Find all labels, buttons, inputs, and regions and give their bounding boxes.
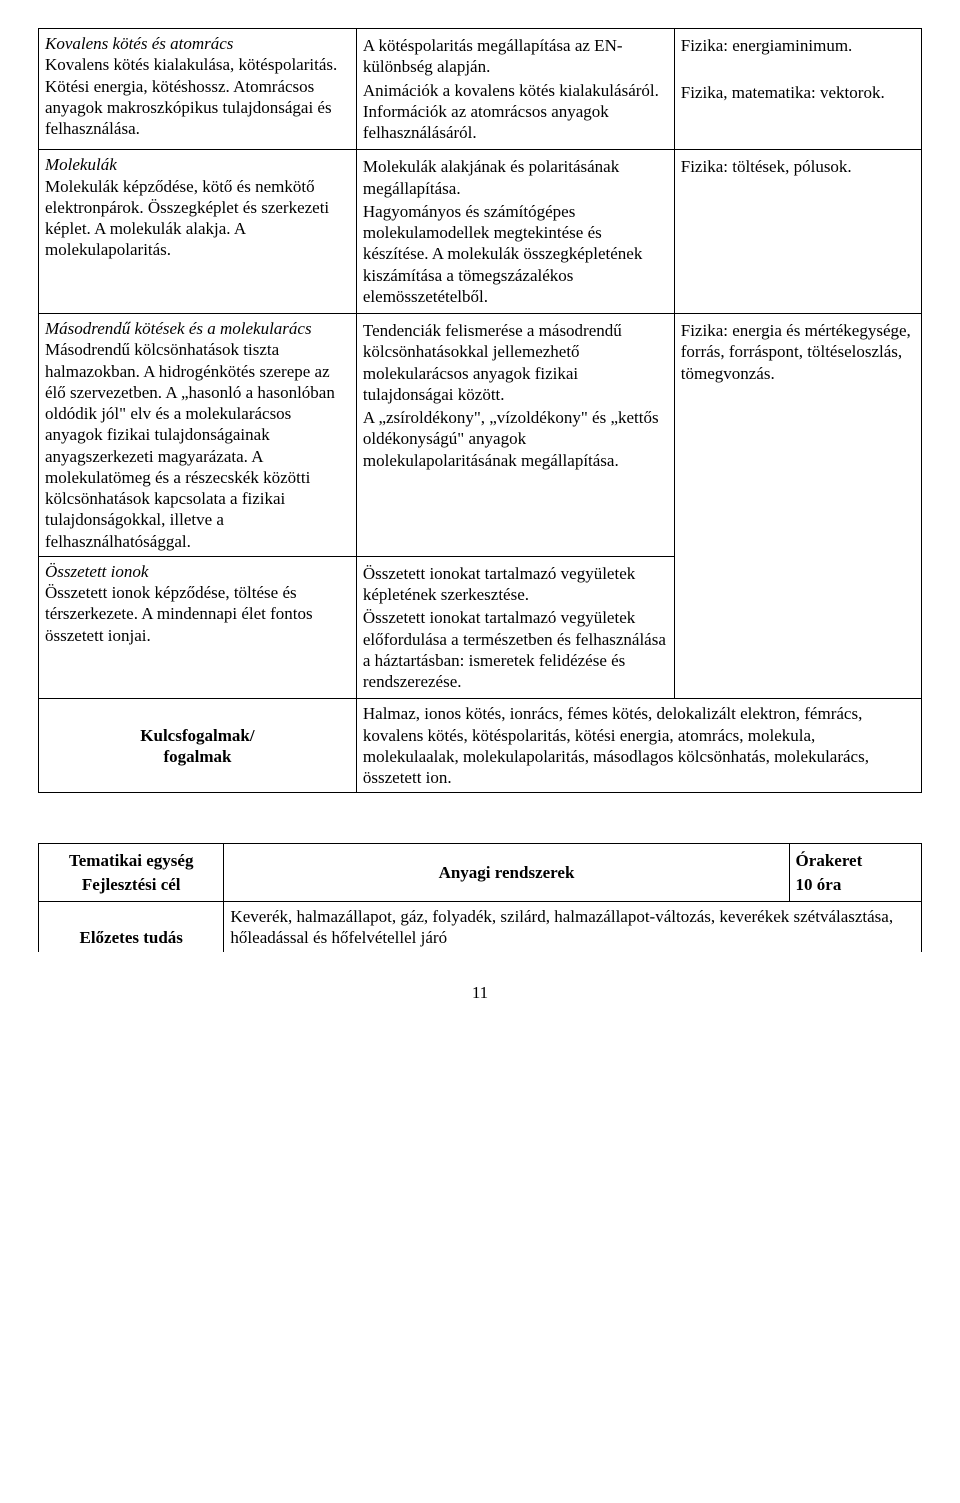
activity-cell: Összetett ionokat tartalmazó vegyületek … [356,556,674,699]
topic-cell: Kovalens kötés és atomrács Kovalens kötés… [39,29,357,150]
link-cell: Fizika: töltések, pólusok. [674,150,921,314]
topic-title: Összetett ionok [45,562,148,581]
topic-title: Kovalens kötés és atomrács [45,34,233,53]
prior-knowledge-label: Előzetes tudás [39,901,224,952]
topic-body: Másodrendű kölcsönhatások tiszta halmazo… [45,340,335,550]
topic-body: Kovalens kötés kialakulása, kötéspolarit… [45,55,337,138]
activity-cell: Molekulák alakjának és polaritásának meg… [356,150,674,314]
link-cell: Fizika: energia és mértékegysége, forrás… [674,314,921,699]
topic-cell: Molekulák Molekulák képződése, kötő és ne… [39,150,357,314]
topic-body: Molekulák képződése, kötő és nemkötő ele… [45,177,329,260]
topic-cell: Másodrendű kötések és a molekularács Máso… [39,314,357,557]
unit-hours: Órakeret 10 óra [789,844,921,902]
topic-title: Molekulák [45,155,117,174]
curriculum-table-main: Kovalens kötés és atomrács Kovalens kötés… [38,28,922,793]
link-cell: Fizika: energiaminimum. Fizika, matemati… [674,29,921,150]
curriculum-table-unit: Tematikai egység Fejlesztési cél Anyagi … [38,843,922,952]
key-concepts-label: Kulcsfogalmak/fogalmak [39,699,357,793]
topic-body: Összetett ionok képződése, töltése és té… [45,583,313,645]
topic-title: Másodrendű kötések és a molekularács [45,319,312,338]
unit-title: Anyagi rendszerek [224,844,789,902]
key-concepts-text: Halmaz, ionos kötés, ionrács, fémes köté… [356,699,921,793]
activity-cell: Tendenciák felismerése a másodrendű kölc… [356,314,674,557]
page-number: 11 [38,982,922,1003]
activity-cell: A kötéspolaritás megállapítása az EN-kül… [356,29,674,150]
unit-header-left: Tematikai egység Fejlesztési cél [39,844,224,902]
prior-knowledge-text: Keverék, halmazállapot, gáz, folyadék, s… [224,901,922,952]
topic-cell: Összetett ionok Összetett ionok képződése… [39,556,357,699]
